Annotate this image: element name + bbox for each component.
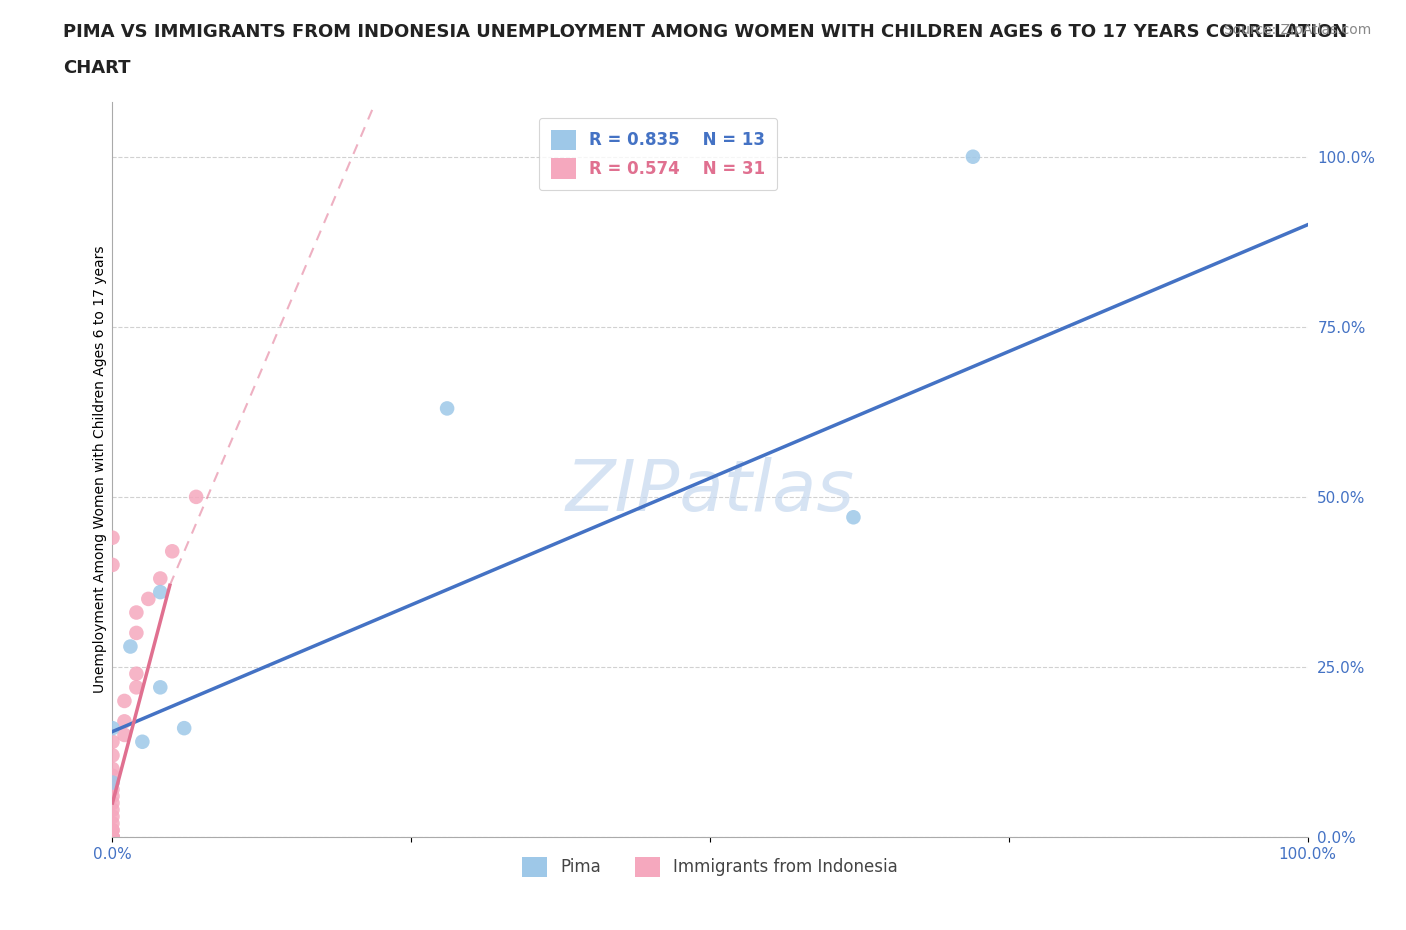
Point [101,830,124,844]
Point [120,639,142,654]
Text: PIMA VS IMMIGRANTS FROM INDONESIA UNEMPLOYMENT AMONG WOMEN WITH CHILDREN AGES 6 : PIMA VS IMMIGRANTS FROM INDONESIA UNEMPL… [63,23,1347,41]
Point [101,775,124,790]
Point [149,680,172,695]
Point [186,489,208,504]
Point [101,830,124,844]
Point [125,626,148,641]
Point [114,714,135,729]
Text: Source: ZipAtlas.com: Source: ZipAtlas.com [1223,23,1371,37]
Point [842,510,865,525]
Point [131,735,153,750]
Point [162,544,183,559]
Legend: Pima, Immigrants from Indonesia: Pima, Immigrants from Indonesia [516,850,904,883]
Point [125,680,148,695]
Point [138,591,160,606]
Point [101,809,124,824]
Point [101,721,124,736]
Point [149,571,172,586]
Point [101,775,124,790]
Point [101,768,124,783]
Point [101,795,124,810]
Point [114,727,135,742]
Text: ZIPatlas: ZIPatlas [565,458,855,526]
Point [436,401,458,416]
Point [125,666,148,681]
Point [101,830,124,844]
Point [101,830,124,844]
Point [101,816,124,830]
Point [101,789,124,804]
Point [101,735,124,750]
Point [125,605,148,620]
Point [101,823,124,838]
Y-axis label: Unemployment Among Women with Children Ages 6 to 17 years: Unemployment Among Women with Children A… [93,246,107,694]
Point [101,530,124,545]
Point [101,830,124,844]
Point [173,721,195,736]
Point [101,748,124,763]
Point [101,557,124,572]
Point [114,694,135,709]
Point [101,803,124,817]
Point [101,823,124,838]
Point [149,585,172,600]
Text: CHART: CHART [63,59,131,76]
Point [962,150,984,165]
Point [101,782,124,797]
Point [101,762,124,777]
